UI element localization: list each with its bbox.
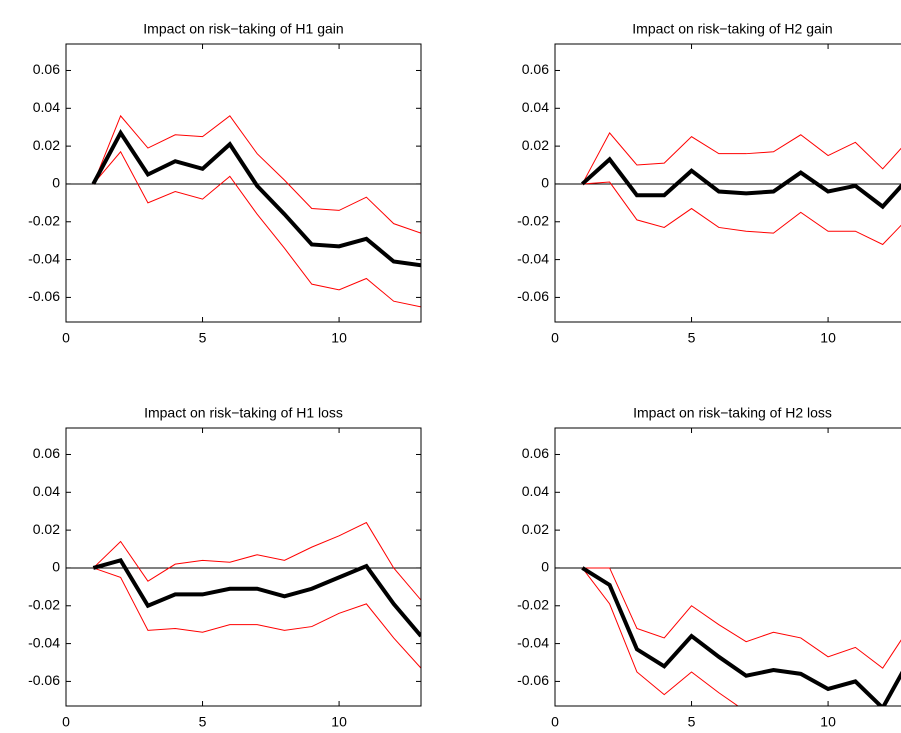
x-tick-label: 0 [551,714,559,730]
x-tick-label: 5 [688,714,696,730]
subplot-title: Impact on risk−taking of H1 gain [143,21,343,37]
x-tick-label: 5 [199,330,207,346]
series-line [582,181,901,246]
y-tick-label: 0.02 [33,137,60,153]
y-tick-label: -0.06 [28,672,60,688]
y-tick-label: 0.04 [522,483,549,499]
axes-box [554,427,901,707]
axes-box [65,43,422,323]
y-tick-label: 0.06 [33,445,60,461]
plot-area [92,521,421,669]
y-tick-label: -0.02 [517,212,549,228]
subplot: Impact on risk−taking of H1 loss -0.06 -0.… [28,405,422,730]
x-tick-label: 0 [62,714,70,730]
x-tick-label: 10 [331,714,347,730]
axes-box [554,43,901,323]
x-tick-label: 10 [820,330,836,346]
subplot-title: Impact on risk−taking of H1 loss [144,405,343,421]
subplot-title: Impact on risk−taking of H2 loss [633,405,832,421]
x-tick-label: 0 [62,330,70,346]
series-line [92,150,421,308]
x-tick-label: 5 [199,714,207,730]
plot-area [580,132,901,246]
axes-box [65,427,422,707]
plot-area [91,114,421,308]
y-tick-label: -0.02 [517,596,549,612]
x-tick-label: 10 [820,714,836,730]
plot-area [581,566,901,706]
series-line [92,114,421,234]
subplot: Impact on risk−taking of H2 loss -0.06 -0.… [517,405,901,730]
y-tick-label: -0.04 [28,250,60,266]
y-tick-label: -0.06 [517,288,549,304]
y-tick-label: 0.06 [522,445,549,461]
subplot: Impact on risk−taking of H2 gain -0.06 -0.… [517,21,901,346]
y-tick-label: 0 [52,175,60,191]
y-tick-label: 0 [541,175,549,191]
series-line [92,558,421,638]
y-tick-label: 0 [52,559,60,575]
series-line [581,567,739,706]
y-tick-label: 0 [541,559,549,575]
y-tick-label: 0.02 [33,521,60,537]
series-line [581,566,901,706]
y-tick-label: -0.06 [517,672,549,688]
x-tick-label: 0 [551,330,559,346]
y-tick-label: 0.04 [522,99,549,115]
x-tick-label: 10 [331,330,347,346]
series-line [581,132,901,185]
subplot: Impact on risk−taking of H1 gain -0.06 -0.… [28,21,422,346]
subplot-title: Impact on risk−taking of H2 gain [632,21,832,37]
series-line [92,521,421,601]
y-tick-label: 0.02 [522,521,549,537]
y-tick-label: -0.04 [28,634,60,650]
series-line [91,128,421,268]
y-tick-label: -0.02 [28,212,60,228]
y-tick-label: 0.06 [522,61,549,77]
y-tick-label: 0.04 [33,483,60,499]
y-tick-label: -0.04 [517,250,549,266]
x-tick-label: 5 [688,330,696,346]
y-tick-label: 0.04 [33,99,60,115]
series-line [93,567,421,669]
y-tick-label: -0.04 [517,634,549,650]
y-tick-label: -0.02 [28,596,60,612]
series-line [580,156,901,210]
series-line [582,567,901,669]
y-tick-label: -0.06 [28,288,60,304]
y-tick-label: 0.02 [522,137,549,153]
y-tick-label: 0.06 [33,61,60,77]
